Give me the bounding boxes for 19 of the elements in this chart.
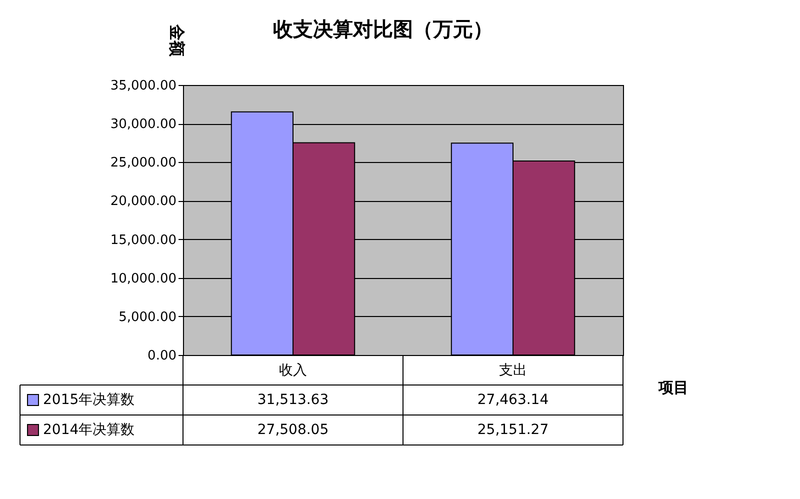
- data-label: 25,151.27: [477, 422, 549, 438]
- legend-label: 2015年决算数: [43, 392, 135, 408]
- y-tick-label: 35,000.00: [110, 78, 176, 94]
- data-label: 27,508.05: [257, 422, 329, 438]
- y-tick-label: 30,000.00: [110, 117, 176, 132]
- x-tick-label: 收入: [279, 362, 307, 378]
- data-label: 27,463.14: [477, 392, 549, 408]
- y-tick-label: 25,000.00: [110, 156, 176, 171]
- y-axis-title: 金额: [168, 24, 186, 58]
- y-tick-label: 10,000.00: [110, 271, 176, 286]
- x-tick-label: 支出: [499, 362, 527, 378]
- legend-label: 2014年决算数: [43, 422, 135, 438]
- y-tick-label: 20,000.00: [110, 194, 176, 210]
- y-tick-label: 15,000.00: [110, 232, 176, 248]
- chart-title: 收支决算对比图（万元）: [273, 17, 493, 41]
- data-label: 31,513.63: [257, 392, 329, 408]
- y-tick-label: 0.00: [148, 348, 176, 364]
- y-tick-label: 5,000.00: [118, 310, 176, 325]
- x-axis-title: 项目: [658, 378, 688, 396]
